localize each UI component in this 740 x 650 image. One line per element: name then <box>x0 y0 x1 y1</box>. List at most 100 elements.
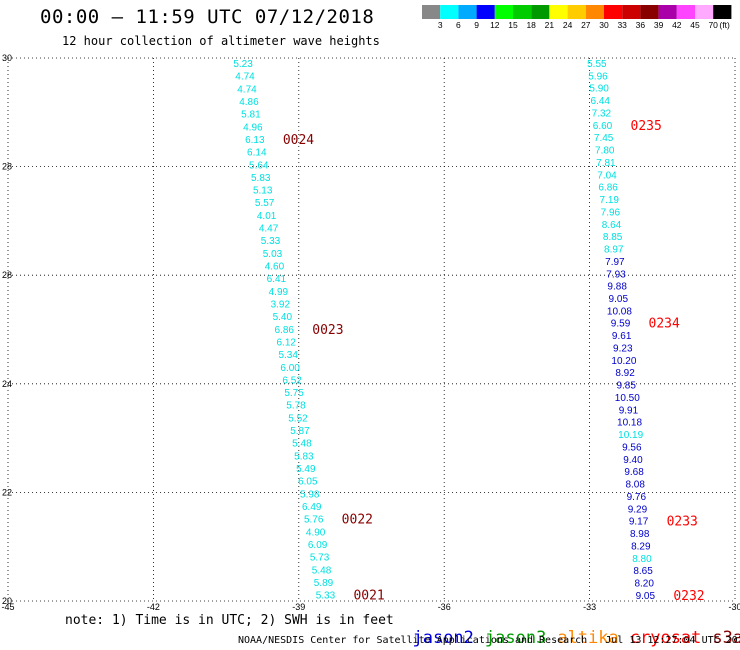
wave-height-value: 9.40 <box>623 455 643 466</box>
colorbar-label: 39 <box>654 20 664 30</box>
wave-height-value: 5.78 <box>286 401 306 412</box>
wave-height-value: 8.20 <box>634 578 654 589</box>
wave-height-value: 5.52 <box>288 413 308 424</box>
chart-subtitle: 12 hour collection of altimeter wave hei… <box>62 34 380 48</box>
wave-height-value: 5.57 <box>255 198 275 209</box>
colorbar-swatch <box>549 5 568 19</box>
colorbar-label: 27 <box>581 20 591 30</box>
wave-height-value: 6.86 <box>598 183 618 194</box>
colorbar-swatch <box>513 5 532 19</box>
wave-height-value: 9.91 <box>619 405 639 416</box>
axes: -45 -42 -39 -36 -33 -30 20 22 24 28 28 30 <box>1 53 740 612</box>
wave-height-value: 10.50 <box>615 393 640 404</box>
wave-height-value: 6.44 <box>591 96 611 107</box>
wave-height-value: 5.89 <box>314 578 334 589</box>
colorbar-swatch <box>422 5 441 19</box>
x-tick-label: -33 <box>583 602 596 612</box>
colorbar-label: 15 <box>508 20 518 30</box>
colorbar-label: 6 <box>456 20 461 30</box>
colorbar-label: 45 <box>690 20 700 30</box>
wave-height-value: 4.60 <box>265 262 285 273</box>
footer-note: note: 1) Time is in UTC; 2) SWH is in fe… <box>65 613 394 628</box>
colorbar-swatch <box>567 5 586 19</box>
wave-height-value: 5.83 <box>294 451 314 462</box>
pass-label: 0022 <box>342 513 373 528</box>
wave-height-value: 6.41 <box>267 274 287 285</box>
colorbar-label: 9 <box>474 20 479 30</box>
pass-label: 0023 <box>312 323 343 338</box>
wave-height-value: 5.96 <box>588 71 608 82</box>
colorbar-label: 33 <box>617 20 627 30</box>
wave-height-value: 5.98 <box>300 489 320 500</box>
wave-height-value: 6.86 <box>275 325 295 336</box>
grid <box>7 57 736 602</box>
pass-label: 0234 <box>649 317 680 332</box>
wave-height-value: 4.74 <box>237 84 257 95</box>
wave-height-value: 6.52 <box>282 375 302 386</box>
colorbar-swatch <box>458 5 477 19</box>
y-tick-label: 24 <box>2 379 12 389</box>
wave-height-value: 8.98 <box>630 529 650 540</box>
colorbar-swatch <box>640 5 659 19</box>
colorbar-label: 70 <box>708 20 718 30</box>
legend-jason2: jason2 <box>412 628 474 648</box>
wave-height-value: 6.49 <box>302 502 322 513</box>
data-marks: 5.23 4.744.74 4.86 5.814.96 6.13 6.145.64 5.83… <box>233 59 704 604</box>
wave-height-value: 5.33 <box>261 236 281 247</box>
wave-height-value: 5.55 <box>587 59 607 70</box>
x-tick-label: -30 <box>728 602 740 612</box>
wave-height-value: 8.80 <box>632 554 652 565</box>
wave-height-value: 7.19 <box>600 195 620 206</box>
wave-height-value: 7.45 <box>594 133 614 144</box>
wave-height-value: 7.93 <box>606 269 626 280</box>
wave-height-value: 9.05 <box>636 591 656 602</box>
wave-height-value: 9.88 <box>607 282 627 293</box>
colorbar-swatch <box>440 5 459 19</box>
wave-height-value: 5.33 <box>316 591 336 602</box>
wave-height-value: 7.04 <box>597 170 617 181</box>
y-tick-label: 20 <box>2 596 12 606</box>
colorbar-swatch <box>531 5 550 19</box>
wave-height-value: 8.08 <box>625 480 645 491</box>
colorbar-label: 18 <box>526 20 536 30</box>
wave-height-value: 5.23 <box>233 59 253 70</box>
wave-height-value: 6.12 <box>276 337 296 348</box>
wave-height-value: 5.03 <box>263 249 283 260</box>
wave-height-value: 5.87 <box>290 426 310 437</box>
wave-height-value: 9.29 <box>628 504 648 515</box>
colorbar-swatch <box>476 5 495 19</box>
legend-jason3: jason3 <box>484 628 547 648</box>
wave-height-value: 9.68 <box>624 467 644 478</box>
wave-height-value: 4.99 <box>269 287 289 298</box>
chart-title: 00:00 – 11:59 UTC 07/12/2018 <box>40 6 375 28</box>
wave-height-value: 10.08 <box>607 306 632 317</box>
wave-height-value: 7.32 <box>592 108 612 119</box>
wave-height-value: 5.75 <box>284 388 304 399</box>
colorbar-swatch <box>585 5 604 19</box>
wave-height-value: 6.14 <box>247 148 267 159</box>
x-tick-label: -36 <box>438 602 451 612</box>
wave-height-value: 6.13 <box>245 135 265 146</box>
x-tick-label: -39 <box>292 602 305 612</box>
colorbar-swatch <box>494 5 513 19</box>
wave-height-value: 10.18 <box>617 418 642 429</box>
wave-height-value: 9.17 <box>629 517 649 528</box>
wave-height-value: 9.85 <box>616 381 636 392</box>
colorbar-label: 12 <box>490 20 500 30</box>
satellite-legend: jason2 jason3 altika cryosat s3a <box>392 608 740 648</box>
wave-height-value: 4.74 <box>235 72 255 83</box>
wave-height-value: 4.01 <box>257 211 277 222</box>
x-tick-label: -45 <box>1 602 14 612</box>
wave-height-value: 5.81 <box>241 110 261 121</box>
wave-height-value: 9.23 <box>613 343 633 354</box>
wave-height-value: 5.76 <box>304 515 324 526</box>
wave-height-value: 5.90 <box>589 84 609 95</box>
y-tick-label: 22 <box>2 487 12 497</box>
colorbar-label: 30 <box>599 20 609 30</box>
pass-label: 0024 <box>283 133 314 148</box>
wave-height-value: 6.09 <box>308 540 328 551</box>
wave-height-value: 5.83 <box>251 173 271 184</box>
colorbar-label: 36 <box>636 20 646 30</box>
wave-height-value: 6.05 <box>298 477 318 488</box>
wave-height-value: 4.90 <box>306 527 326 538</box>
